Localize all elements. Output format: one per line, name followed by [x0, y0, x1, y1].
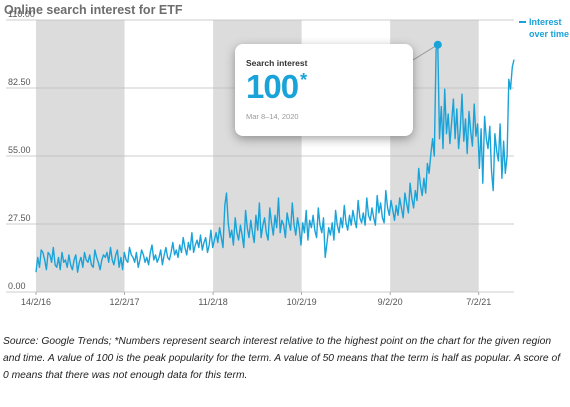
callout-connector: [412, 44, 439, 61]
y-tick-label: 0.00: [8, 281, 26, 291]
x-tick-label: 7/2/21: [466, 297, 491, 307]
callout-asterisk: *: [300, 70, 307, 90]
legend-label-line2: over time: [529, 29, 569, 39]
x-axis-ticks: 14/2/16 12/2/17 11/2/18 10/2/19 9/2/20 7/2/21: [21, 292, 491, 307]
y-tick-label: 27.50: [8, 213, 31, 223]
y-tick-label: 55.00: [8, 145, 31, 155]
callout-date: Mar 8–14, 2020: [246, 112, 299, 121]
horizontal-gridlines: [6, 19, 514, 293]
peak-callout: Search interest 100 * Mar 8–14, 2020: [235, 44, 413, 136]
peak-marker: [433, 40, 442, 49]
callout-value: 100: [246, 68, 299, 105]
x-tick-label: 9/2/20: [378, 297, 403, 307]
callout-value-wrap: 100 *: [246, 68, 307, 106]
y-axis-ticks: 110.00 82.50 55.00 27.50 0.00: [8, 9, 35, 291]
x-tick-label: 10/2/19: [287, 297, 317, 307]
chart-title: Online search interest for ETF: [4, 3, 183, 17]
chart-caption: Source: Google Trends; *Numbers represen…: [3, 336, 561, 381]
legend: Interest over time: [519, 17, 569, 39]
callout-label: Search interest: [246, 58, 308, 68]
series-line: [35, 44, 515, 273]
line-chart: 110.00 82.50 55.00 27.50 0.00 14/2/16 12/2/17…: [6, 9, 569, 307]
legend-label-line1: Interest: [529, 17, 562, 27]
x-tick-label: 12/2/17: [110, 297, 140, 307]
y-tick-label: 82.50: [8, 77, 31, 87]
x-tick-label: 11/2/18: [198, 297, 227, 307]
x-tick-label: 14/2/16: [21, 297, 51, 307]
series-group: [35, 40, 515, 273]
y-tick-label: 110.00: [8, 9, 35, 19]
